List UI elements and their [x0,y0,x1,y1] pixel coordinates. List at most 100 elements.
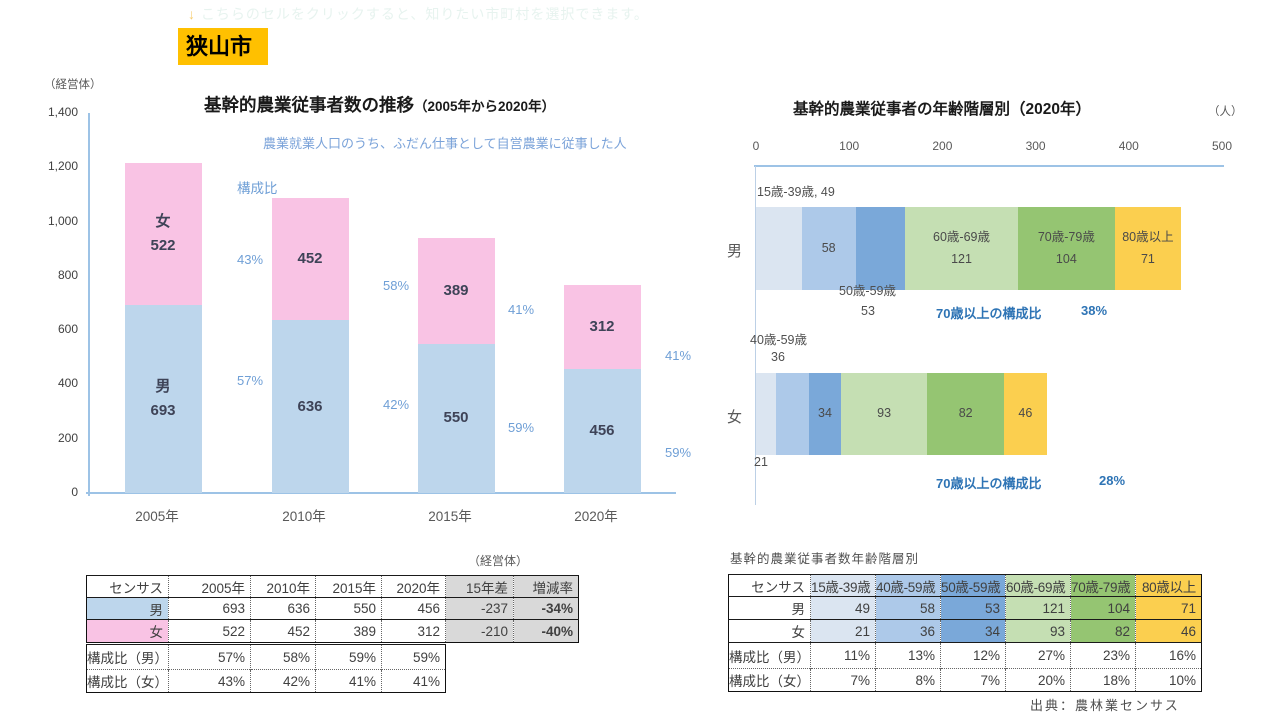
x-axis-category-label: 2015年 [428,509,472,524]
bar-label-male: 456 [589,422,615,440]
table1-unit-note: （経営体） [468,554,529,568]
table-cell: 636 [250,597,316,620]
table-cell: 20% [1005,668,1071,692]
age-group-value: 71 [1140,251,1155,266]
table-row: センサス 15歳-39歳 40歳-59歳 50歳-59歳 60歳-69歳 70歳-79歳 8… [728,574,1202,597]
table-cell: 8% [875,668,941,692]
age-bar-segment [1017,207,1115,290]
table-cell: 2005年 [168,575,251,598]
row-label-male: 男 [726,243,742,260]
bar-segment-female [271,197,349,321]
y-axis-tick-label: 200 [57,430,78,445]
x-axis-category-label: 2020年 [574,509,618,524]
table-cell: 構成比（女） [728,668,811,692]
table-cell: 構成比（男） [728,642,811,669]
table-cell: 57% [168,644,251,670]
table-cell: 42% [250,669,316,693]
bar-label-female: 452 [297,250,323,267]
age-segment-label: 34 [818,406,832,421]
chart2-annotation: 36 [771,350,785,364]
x-axis-tick-label: 500 [1211,139,1233,153]
ratio-label-lower: 59% [665,445,692,460]
table-cell: 23% [1070,642,1136,669]
table-cell: 41% [315,669,382,693]
ratio-label-upper: 43% [237,252,264,267]
chart2-annotation: 15歳-39歳, 49 [757,185,835,199]
x-axis-tick-label: 400 [1118,139,1139,153]
age-bar-segment [1003,373,1047,455]
y-axis-tick-label: 600 [57,322,78,337]
table-cell: 60歳-69歳 [1005,574,1071,597]
chart1-title-paren: （2005年から2020年） [414,99,556,114]
table-cell: 104 [1070,596,1136,620]
age-segment-label: 60歳-69歳 121 [905,207,1018,290]
bar-label-male: 550 [443,409,469,427]
chart2-annotation: 38% [1081,303,1108,318]
table-cell: 27% [1005,642,1071,669]
bar-label-value: 693 [150,401,176,419]
age-group-name: 80歳以上 [1122,230,1174,245]
table-row: 構成比（男） 11% 13% 12% 27% 23% 16% [728,642,1202,669]
table-cell: 34 [940,619,1006,643]
y-axis-tick-label: 800 [57,267,78,282]
table-cell: センサス [728,574,811,597]
table-cell: 構成比（男） [86,644,169,670]
table-row: 女 21 36 34 93 82 46 [728,619,1202,643]
table-row: 男 693 636 550 456 -237 -34% [86,597,579,620]
chart1-unit-label: （経営体） [44,79,102,91]
y-axis-tick-label: 0 [71,485,78,499]
chart2-annotation: 53 [861,304,875,318]
age-bar-segment [840,373,928,455]
table-cell: 312 [381,619,446,643]
table-cell: 7% [810,668,876,692]
age-segment-label: 46 [1018,406,1033,421]
city-selector-badge[interactable]: 狭山市 [178,28,268,65]
table-cell: -237 [445,597,514,620]
table-cell: 693 [168,597,251,620]
y-axis-tick-label: 1,000 [47,213,78,228]
table-cell: -34% [513,597,579,620]
bar-segment-female [563,284,641,370]
table-cell: 15歳-39歳 [810,574,876,597]
table-cell: 男 [86,597,169,620]
table-cell: 2015年 [315,575,382,598]
x-axis-tick-label: 300 [1025,139,1046,153]
ratio-label-upper: 41% [508,302,535,317]
x-axis-line [754,165,1224,167]
bar-label-series-name: 男 [155,377,171,395]
table-cell: 構成比（女） [86,669,169,693]
chart2-annotation: 40歳-59歳 [750,333,807,347]
age-bar-segment [809,373,841,455]
table-cell: 2020年 [381,575,446,598]
table-row: センサス 2005年 2010年 2015年 2020年 15年差 増減率 [86,575,579,598]
table-cell: 43% [168,669,251,693]
chart2-unit-label: （人） [1208,106,1243,118]
ratio-label-lower: 57% [237,373,264,388]
x-axis-tick-label: 200 [932,139,953,153]
bar-segment-male [124,304,202,493]
bar-label-series-name: 女 [155,213,171,231]
table-cell: 女 [728,619,811,643]
bar-label-female: 312 [589,317,615,335]
age-segment-label: 80歳以上 71 [1115,207,1181,290]
table-row: 構成比（女） 7% 8% 7% 20% 18% 10% [728,668,1202,692]
table-row: 女 522 452 389 312 -210 -40% [86,619,579,643]
chart2-annotation: 28% [1099,473,1126,488]
ratio-label-lower: 42% [383,397,410,412]
table-cell: 12% [940,642,1006,669]
age-bar-segment [775,373,810,455]
table-cell: 58% [250,644,316,670]
table-cell: 41% [381,669,446,693]
data-table: 構成比（男） 57% 58% 59% 59% 構成比（女） 43% 42% 41% 41% [86,644,446,693]
data-table: センサス 15歳-39歳 40歳-59歳 50歳-59歳 60歳-69歳 70歳-79歳 8… [728,574,1202,692]
table-cell: 71 [1135,596,1202,620]
age-bar-segment [1114,207,1181,290]
bar-label-value: 522 [150,237,176,255]
bar-segment-female [124,163,202,305]
table-cell: 11% [810,642,876,669]
age-segment-label: 70歳-79歳 104 [1018,207,1115,290]
table-cell: 男 [728,596,811,620]
table-cell: 121 [1005,596,1071,620]
chart1-title: 基幹的農業従事者数の推移（2005年から2020年） [204,92,555,117]
ratio-label-upper: 41% [665,348,692,363]
